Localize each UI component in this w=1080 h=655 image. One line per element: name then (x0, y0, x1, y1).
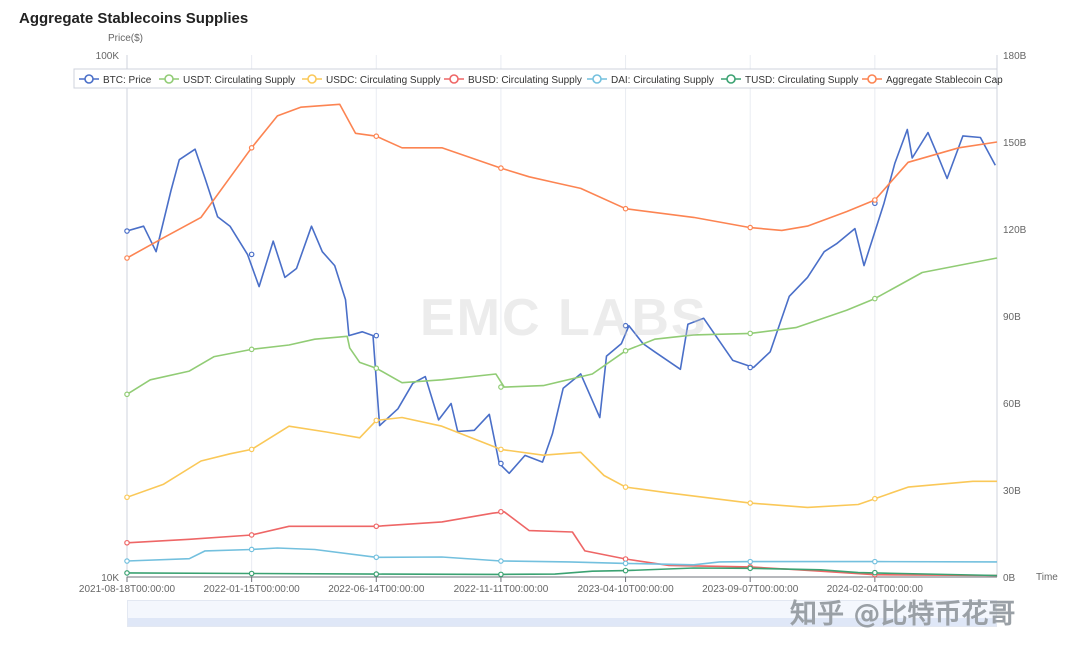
series-marker (373, 571, 380, 577)
series-marker (373, 554, 380, 561)
series-marker (747, 224, 754, 231)
legend-item-label: BTC: Price (103, 75, 152, 86)
y-right-tick-label: 120B (1003, 225, 1027, 236)
y-right-tick-label: 0B (1003, 573, 1016, 584)
legend-swatch-marker (164, 74, 174, 84)
datazoom-slider[interactable] (127, 600, 997, 627)
series-marker (373, 365, 380, 372)
series-marker (872, 197, 878, 203)
series-marker (124, 539, 130, 546)
series-marker (622, 556, 629, 562)
legend-swatch-marker (592, 74, 602, 84)
y-right-tick-label: 180B (1003, 51, 1027, 62)
series-marker (248, 546, 255, 553)
series-marker (124, 570, 130, 576)
slider-fill (128, 618, 996, 626)
y-right-tick-label: 60B (1003, 399, 1021, 410)
series-marker (124, 391, 130, 398)
series-marker (872, 495, 878, 502)
credit-watermark: 知乎 @比特币花哥 (790, 599, 1016, 630)
y-right-tick-label: 90B (1003, 312, 1021, 323)
series-marker (622, 205, 629, 212)
series-marker (747, 500, 754, 506)
chart-title: Aggregate Stablecoins Supplies (19, 10, 249, 27)
series-marker (248, 446, 255, 453)
series-marker (622, 347, 629, 354)
series-line (126, 547, 998, 566)
series-marker (373, 523, 380, 530)
x-tick-label: 2023-09-07T00:00:00 (702, 584, 799, 595)
series-marker (248, 532, 255, 538)
series-marker (498, 558, 504, 564)
legend-item-label: USDT: Circulating Supply (183, 75, 295, 86)
series-marker (248, 346, 255, 353)
series-marker (124, 255, 130, 261)
legend-item-label: TUSD: Circulating Supply (745, 75, 858, 86)
series-line (126, 128, 997, 475)
series-marker (872, 295, 878, 302)
legend-item-label: BUSD: Circulating Supply (468, 75, 582, 86)
series-marker (622, 484, 629, 490)
series-marker (498, 384, 504, 390)
series-marker (498, 508, 504, 515)
x-axis-label: Time (1036, 572, 1058, 583)
x-tick-label: 2022-01-15T00:00:00 (204, 584, 301, 595)
series-line (126, 257, 998, 395)
watermark: EMC LABS (420, 289, 708, 347)
series-marker (872, 569, 878, 576)
legend-item-label: USDC: Circulating Supply (326, 75, 441, 86)
series-marker (747, 558, 754, 565)
x-tick-label: 2022-11-11T00:00:00 (454, 584, 549, 595)
series-marker (872, 558, 878, 565)
series-marker (498, 165, 504, 171)
x-tick-label: 2023-04-10T00:00:00 (577, 584, 674, 595)
legend-swatch-marker (726, 74, 736, 84)
series-marker (248, 251, 255, 258)
legend-swatch-marker (867, 74, 877, 84)
series-marker (622, 560, 629, 567)
series-line (126, 416, 997, 509)
y-right-tick-label: 30B (1003, 486, 1021, 497)
legend-swatch-marker (449, 74, 459, 84)
series-marker (747, 330, 754, 337)
series-marker (124, 228, 130, 234)
legend-swatch-marker (84, 74, 94, 84)
series-marker (498, 446, 504, 453)
legend-box (73, 68, 998, 89)
series-marker (622, 322, 629, 329)
series-marker (373, 133, 380, 140)
series-marker (248, 570, 255, 577)
y-left-tick-label: 10K (101, 573, 119, 584)
series-marker (747, 565, 754, 572)
legend-swatch-marker (307, 74, 317, 84)
series-marker (373, 332, 380, 339)
series-marker (498, 460, 504, 467)
series-marker (498, 571, 504, 578)
legend-item-label: Aggregate Stablecoin Cap (886, 75, 1003, 86)
x-tick-label: 2024-02-04T00:00:00 (827, 584, 924, 595)
y-left-tick-label: 100K (96, 51, 120, 62)
legend-item-label: DAI: Circulating Supply (611, 75, 714, 86)
series-marker (248, 145, 255, 151)
series-line (126, 103, 998, 259)
series-marker (373, 417, 380, 424)
y-right-tick-label: 150B (1003, 138, 1027, 149)
series-line (126, 510, 998, 577)
x-tick-label: 2022-06-14T00:00:00 (328, 584, 425, 595)
x-tick-label: 2021-08-18T00:00:00 (79, 584, 176, 595)
y-left-axis-label: Price($) (108, 33, 144, 44)
series-line (126, 567, 998, 577)
series-marker (124, 494, 130, 501)
series-marker (622, 567, 629, 574)
series-marker (747, 364, 754, 371)
series-marker (124, 558, 130, 564)
